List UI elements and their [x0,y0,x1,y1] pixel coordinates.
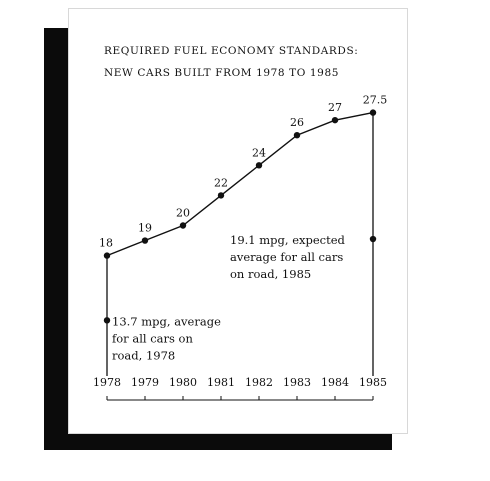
value-label-1984: 27 [328,101,342,114]
x-axis: 1978 1979 1980 1981 1982 1983 1984 1985 [93,376,387,401]
x-tick-label-1981: 1981 [207,376,235,389]
annotation-point-1985 [369,235,377,243]
annotation-1978-line-3: road, 1978 [112,348,175,362]
annotation-1978-line-1: 13.7 mpg, average [112,314,221,328]
data-point-1985 [369,109,377,116]
data-point-1979 [141,237,149,244]
annotation-layer: 13.7 mpg, average for all cars on road, 19… [103,233,377,362]
data-point-1983 [293,132,301,139]
value-label-1985: 27.5 [363,94,388,107]
data-point-1980 [179,222,187,229]
value-label-1978: 18 [99,237,113,250]
annotation-1985-line-1: 19.1 mpg, expected [230,233,346,247]
data-point-1984 [331,116,339,124]
series-layer [103,109,377,376]
annotation-point-1978 [103,317,111,324]
value-label-1983: 26 [290,116,304,129]
x-tick-label-1984: 1984 [321,376,349,389]
x-tick-label-1978: 1978 [93,376,121,389]
chart-card [68,8,408,434]
x-tick-label-1985: 1985 [359,376,387,389]
x-tick-label-1980: 1980 [169,376,197,389]
series-line [106,111,374,257]
annotation-1978-line-2: for all cars on [112,331,193,345]
annotation-1985-line-2: average for all cars [230,250,343,264]
chart-title-line-1: REQUIRED FUEL ECONOMY STANDARDS: [104,45,359,57]
x-tick-label-1979: 1979 [131,376,159,389]
data-point-1978 [103,252,111,259]
value-label-1982: 24 [252,146,266,159]
data-point-1982 [255,162,263,169]
annotation-1985-line-3: on road, 1985 [230,267,311,281]
x-tick-label-1983: 1983 [283,376,311,389]
value-labels: 18 19 20 22 24 26 27 27.5 [99,94,387,250]
chart-title: REQUIRED FUEL ECONOMY STANDARDS: NEW CAR… [104,40,358,84]
value-label-1981: 22 [214,176,228,189]
value-label-1980: 20 [176,207,190,220]
value-label-1979: 19 [138,222,152,235]
x-tick-label-1982: 1982 [245,376,273,389]
data-point-1981 [217,192,225,199]
chart-title-line-2: NEW CARS BUILT FROM 1978 TO 1985 [104,67,340,79]
